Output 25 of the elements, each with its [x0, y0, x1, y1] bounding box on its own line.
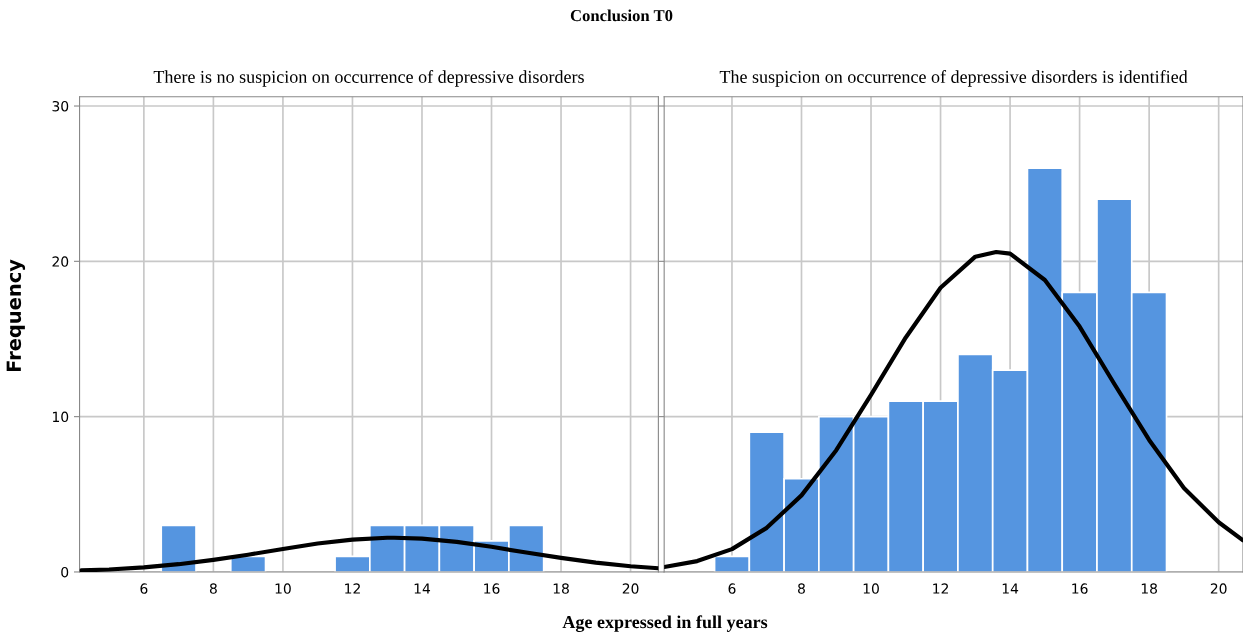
- x-tick-label: 12: [933, 583, 948, 594]
- x-tick-label: 10: [275, 583, 291, 594]
- x-tick-label: 12: [345, 583, 360, 594]
- x-axis-title: Age expressed in full years: [562, 615, 768, 632]
- chart-title: Conclusion T0: [570, 9, 673, 22]
- x-tick-label: 8: [798, 583, 805, 594]
- x-tick-label: 8: [209, 583, 217, 594]
- y-tick-label: 0: [61, 566, 69, 578]
- x-tick-label: 18: [553, 583, 569, 594]
- chart-subtitle: The suspicion on occurrence of depressive disorders is identified: [719, 70, 1188, 87]
- x-tick-label: 20: [622, 583, 639, 594]
- x-tick-label: 20: [1210, 583, 1227, 594]
- chart-subtitle: There is no suspicion on occurrence of depressive disorders: [153, 70, 584, 87]
- y-tick-label: 30: [52, 100, 69, 112]
- x-tick-label: 16: [484, 583, 500, 594]
- x-tick-label: 6: [140, 583, 148, 594]
- x-tick-label: 6: [728, 583, 736, 594]
- x-tick-label: 14: [414, 583, 431, 594]
- x-tick-label: 16: [1072, 583, 1088, 594]
- y-tick-label: 10: [52, 411, 69, 423]
- x-tick-label: 10: [863, 583, 879, 594]
- x-tick-label: 14: [1002, 583, 1019, 594]
- x-tick-label: 18: [1141, 583, 1158, 594]
- y-tick-label: 20: [52, 256, 69, 267]
- y-axis-title: Frequency: [6, 259, 26, 372]
